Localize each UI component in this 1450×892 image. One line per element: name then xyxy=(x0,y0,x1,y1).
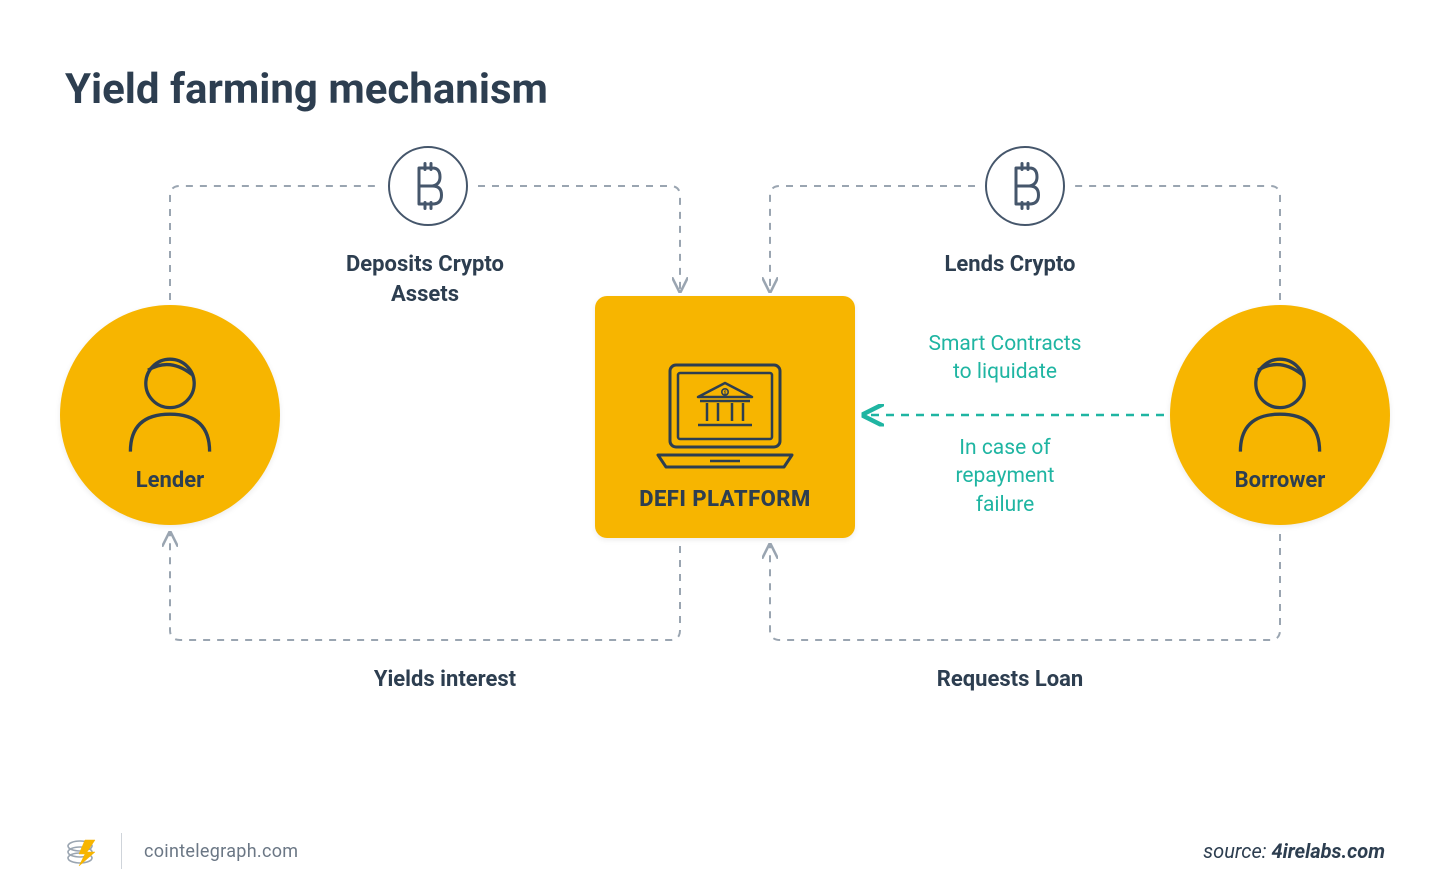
label-requests: Requests Loan xyxy=(910,665,1110,695)
bitcoin-glyph xyxy=(410,162,446,210)
label-repayment-failure-text: In case of repayment failure xyxy=(955,436,1054,517)
label-repayment-failure: In case of repayment failure xyxy=(880,434,1130,519)
page-title: Yield farming mechanism xyxy=(65,65,548,114)
footer-brand: cointelegraph.com xyxy=(144,841,298,862)
footer-source-prefix: source: xyxy=(1203,839,1271,863)
node-lender: Lender xyxy=(60,305,280,525)
laptop-bank-icon: $ xyxy=(650,357,800,477)
diagram-canvas: Yield farming mechanism xyxy=(0,0,1450,892)
footer: cointelegraph.com source: 4irelabs.com xyxy=(0,810,1450,892)
cointelegraph-logo-icon xyxy=(65,834,99,868)
node-borrower: Borrower xyxy=(1170,305,1390,525)
label-yields-text: Yields interest xyxy=(374,667,516,692)
bitcoin-icon-left xyxy=(388,146,468,226)
node-lender-label: Lender xyxy=(136,468,204,493)
svg-text:$: $ xyxy=(724,390,727,397)
label-smart-contracts: Smart Contracts to liquidate xyxy=(880,330,1130,387)
label-lends: Lends Crypto xyxy=(910,250,1110,280)
edge-yields xyxy=(170,534,680,640)
node-platform-label: DEFI PLATFORM xyxy=(639,487,811,512)
label-lends-text: Lends Crypto xyxy=(945,252,1076,277)
person-icon xyxy=(1225,346,1335,456)
label-yields: Yields interest xyxy=(345,665,545,695)
label-requests-text: Requests Loan xyxy=(937,667,1084,692)
label-smart-contracts-text: Smart Contracts to liquidate xyxy=(929,332,1082,384)
bitcoin-glyph xyxy=(1007,162,1043,210)
edge-requests xyxy=(770,534,1280,640)
footer-divider xyxy=(121,833,122,869)
node-platform: $ DEFI PLATFORM xyxy=(595,296,855,538)
label-deposits: Deposits Crypto Assets xyxy=(310,250,540,309)
label-deposits-text: Deposits Crypto Assets xyxy=(346,252,504,307)
footer-source-name: 4irelabs.com xyxy=(1271,839,1385,863)
footer-left: cointelegraph.com xyxy=(65,833,298,869)
footer-source: source: 4irelabs.com xyxy=(1203,839,1385,863)
bitcoin-icon-right xyxy=(985,146,1065,226)
node-borrower-label: Borrower xyxy=(1235,468,1326,493)
person-icon xyxy=(115,346,225,456)
